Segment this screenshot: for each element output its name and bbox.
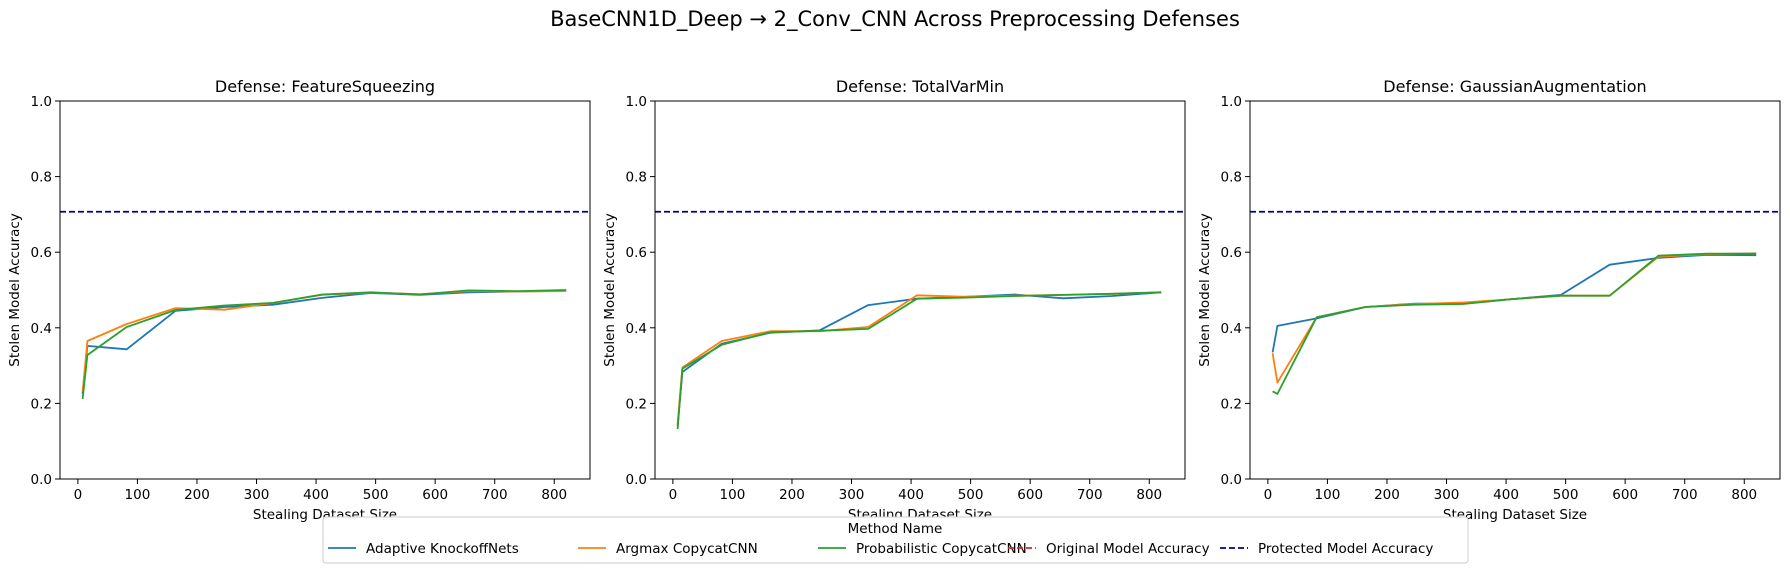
y-tick-label: 0.8 <box>31 170 52 186</box>
x-tick-label: 700 <box>482 487 508 503</box>
y-tick-label: 0.4 <box>626 321 647 337</box>
x-tick-label: 100 <box>125 487 151 503</box>
legend-label: Probabilistic CopycatCNN <box>856 541 1027 557</box>
legend-entries: Adaptive KnockoffNets Argmax CopycatCNN Pr… <box>328 541 1433 557</box>
y-tick-label: 0.8 <box>626 170 647 186</box>
x-tick-label: 700 <box>1672 487 1698 503</box>
y-tick-label: 0.2 <box>31 396 52 412</box>
x-tick-label: 0 <box>1264 487 1273 503</box>
series-line-adaptive-knockoffnets <box>81 289 567 394</box>
y-tick-label: 0.2 <box>626 396 647 412</box>
series-line-probabilistic-copycatcnn <box>1272 252 1757 395</box>
x-tick-label: 700 <box>1077 487 1103 503</box>
chart-panel-1: Defense: FeatureSqueezing 0 100 200 300 400 50… <box>7 77 591 523</box>
x-tick-label: 400 <box>898 487 924 503</box>
series-line-probabilistic-copycatcnn <box>676 291 1162 430</box>
axes-frame <box>59 100 591 480</box>
y-tick-label: 0.0 <box>1221 472 1242 488</box>
panel-title: Defense: FeatureSqueezing <box>215 77 435 96</box>
x-tick-label: 600 <box>1612 487 1638 503</box>
x-tick-label: 600 <box>422 487 448 503</box>
y-tick-label: 1.0 <box>31 94 52 110</box>
y-tick-label: 0.0 <box>626 472 647 488</box>
legend-label: Argmax CopycatCNN <box>616 541 758 557</box>
panel-title: Defense: GaussianAugmentation <box>1383 77 1646 96</box>
x-tick-label: 200 <box>779 487 805 503</box>
y-tick-label: 0.4 <box>1221 321 1242 337</box>
series-line-adaptive-knockoffnets <box>676 291 1162 427</box>
panel-title: Defense: TotalVarMin <box>836 77 1004 96</box>
x-tick-label: 100 <box>720 487 746 503</box>
y-tick-label: 0.6 <box>31 245 52 261</box>
series-line-argmax-copycatcnn <box>81 290 567 393</box>
x-tick-label: 800 <box>541 487 567 503</box>
x-tick-label: 300 <box>244 487 270 503</box>
y-axis-label: Stolen Model Accuracy <box>7 213 23 366</box>
x-tick-label: 0 <box>669 487 678 503</box>
x-tick-label: 400 <box>303 487 329 503</box>
series-line-adaptive-knockoffnets <box>1271 253 1757 353</box>
legend-label: Original Model Accuracy <box>1046 541 1210 557</box>
axes-frame <box>654 100 1186 480</box>
legend-title: Method Name <box>848 521 943 537</box>
series-line-argmax-copycatcnn <box>676 291 1162 425</box>
x-tick-label: 500 <box>1553 487 1579 503</box>
chart-panel-2: Defense: TotalVarMin 0 100 200 300 400 500 600 7… <box>602 77 1186 523</box>
x-tick-label: 600 <box>1017 487 1043 503</box>
legend-label: Protected Model Accuracy <box>1258 541 1433 557</box>
y-axis-label: Stolen Model Accuracy <box>1197 213 1213 366</box>
y-tick-label: 1.0 <box>1221 94 1242 110</box>
y-tick-label: 0.0 <box>31 472 52 488</box>
series-line-probabilistic-copycatcnn <box>81 289 567 399</box>
x-tick-label: 200 <box>184 487 210 503</box>
axes-frame <box>1249 100 1781 480</box>
legend-label: Adaptive KnockoffNets <box>366 541 519 557</box>
y-tick-label: 1.0 <box>626 94 647 110</box>
figure-suptitle: BaseCNN1D_Deep → 2_Conv_CNN Across Prepr… <box>550 7 1240 32</box>
y-tick-label: 0.4 <box>31 321 52 337</box>
x-tick-label: 500 <box>363 487 389 503</box>
chart-panels: Defense: FeatureSqueezing 0 100 200 300 400 50… <box>7 77 1781 523</box>
y-tick-label: 0.8 <box>1221 170 1242 186</box>
y-tick-label: 0.2 <box>1221 396 1242 412</box>
series-line-argmax-copycatcnn <box>1271 252 1757 384</box>
x-tick-label: 500 <box>958 487 984 503</box>
x-axis-label: Stealing Dataset Size <box>1443 507 1587 523</box>
x-tick-label: 800 <box>1136 487 1162 503</box>
y-axis-label: Stolen Model Accuracy <box>602 213 618 366</box>
x-tick-label: 300 <box>1434 487 1460 503</box>
y-tick-label: 0.6 <box>1221 245 1242 261</box>
chart-panel-3: Defense: GaussianAugmentation 0 100 200 300 4… <box>1197 77 1781 523</box>
x-tick-label: 100 <box>1315 487 1341 503</box>
x-tick-label: 800 <box>1731 487 1757 503</box>
legend-frame <box>322 516 1469 564</box>
x-tick-label: 300 <box>839 487 865 503</box>
legend: Method Name Adaptive KnockoffNets Argmax … <box>322 516 1469 564</box>
x-tick-label: 400 <box>1493 487 1519 503</box>
y-tick-label: 0.6 <box>626 245 647 261</box>
x-tick-label: 0 <box>74 487 83 503</box>
x-tick-label: 200 <box>1374 487 1400 503</box>
